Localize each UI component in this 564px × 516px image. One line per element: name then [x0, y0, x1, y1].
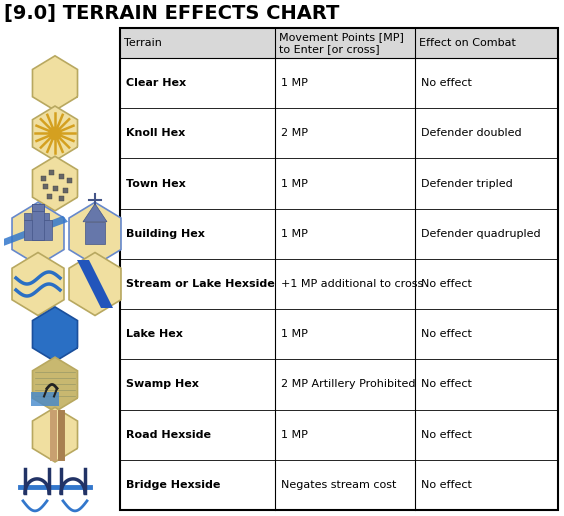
Text: Defender doubled: Defender doubled — [421, 128, 522, 138]
Text: 1 MP: 1 MP — [281, 329, 308, 339]
Bar — [67, 178, 72, 183]
Polygon shape — [33, 407, 77, 462]
Text: Lake Hex: Lake Hex — [126, 329, 183, 339]
Bar — [33, 213, 40, 220]
Polygon shape — [69, 202, 121, 265]
Text: 1 MP: 1 MP — [281, 430, 308, 440]
Text: No effect: No effect — [421, 78, 472, 88]
Bar — [120, 28, 558, 510]
Text: Movement Points [MP]
to Enter [or cross]: Movement Points [MP] to Enter [or cross] — [279, 32, 404, 54]
Bar — [24, 220, 52, 240]
Text: Effect on Combat: Effect on Combat — [419, 38, 516, 48]
Text: No effect: No effect — [421, 379, 472, 390]
Text: Defender tripled: Defender tripled — [421, 179, 513, 188]
Text: 1 MP: 1 MP — [281, 229, 308, 239]
Bar — [42, 213, 49, 220]
Bar — [63, 187, 68, 192]
Bar — [53, 186, 58, 190]
Bar — [85, 222, 105, 244]
Text: Town Hex: Town Hex — [126, 179, 186, 188]
Circle shape — [49, 127, 61, 139]
Bar — [31, 393, 59, 407]
Bar — [120, 28, 558, 58]
Bar — [32, 204, 44, 211]
Polygon shape — [33, 357, 77, 412]
Text: Bridge Hexside: Bridge Hexside — [126, 480, 221, 490]
Polygon shape — [33, 106, 77, 160]
Text: No effect: No effect — [421, 329, 472, 339]
Text: Terrain: Terrain — [124, 38, 162, 48]
Polygon shape — [83, 204, 107, 222]
Text: Stream or Lake Hexside: Stream or Lake Hexside — [126, 279, 275, 289]
Polygon shape — [12, 202, 64, 265]
Bar — [59, 173, 64, 179]
Polygon shape — [33, 56, 77, 110]
Text: Defender quadrupled: Defender quadrupled — [421, 229, 541, 239]
Bar — [49, 170, 54, 174]
Text: No effect: No effect — [421, 480, 472, 490]
Bar — [41, 175, 46, 181]
Text: No effect: No effect — [421, 279, 472, 289]
Polygon shape — [4, 216, 68, 246]
Text: Road Hexside: Road Hexside — [126, 430, 211, 440]
Polygon shape — [33, 307, 77, 362]
Polygon shape — [77, 260, 113, 308]
Polygon shape — [12, 252, 64, 315]
Bar — [59, 196, 64, 201]
Bar — [24, 213, 31, 220]
Text: Swamp Hex: Swamp Hex — [126, 379, 199, 390]
Polygon shape — [33, 156, 77, 211]
Text: Clear Hex: Clear Hex — [126, 78, 186, 88]
Bar — [43, 184, 48, 188]
Text: 2 MP Artillery Prohibited: 2 MP Artillery Prohibited — [281, 379, 416, 390]
Polygon shape — [69, 252, 121, 315]
Bar — [32, 204, 44, 240]
Bar — [47, 194, 52, 199]
Text: No effect: No effect — [421, 430, 472, 440]
Text: 2 MP: 2 MP — [281, 128, 308, 138]
Text: Negates stream cost: Negates stream cost — [281, 480, 396, 490]
Text: 1 MP: 1 MP — [281, 179, 308, 188]
Bar — [120, 28, 558, 510]
Text: [9.0] TERRAIN EFFECTS CHART: [9.0] TERRAIN EFFECTS CHART — [4, 4, 340, 23]
Text: +1 MP additional to cross: +1 MP additional to cross — [281, 279, 423, 289]
Text: 1 MP: 1 MP — [281, 78, 308, 88]
Text: Building Hex: Building Hex — [126, 229, 205, 239]
Text: Knoll Hex: Knoll Hex — [126, 128, 185, 138]
